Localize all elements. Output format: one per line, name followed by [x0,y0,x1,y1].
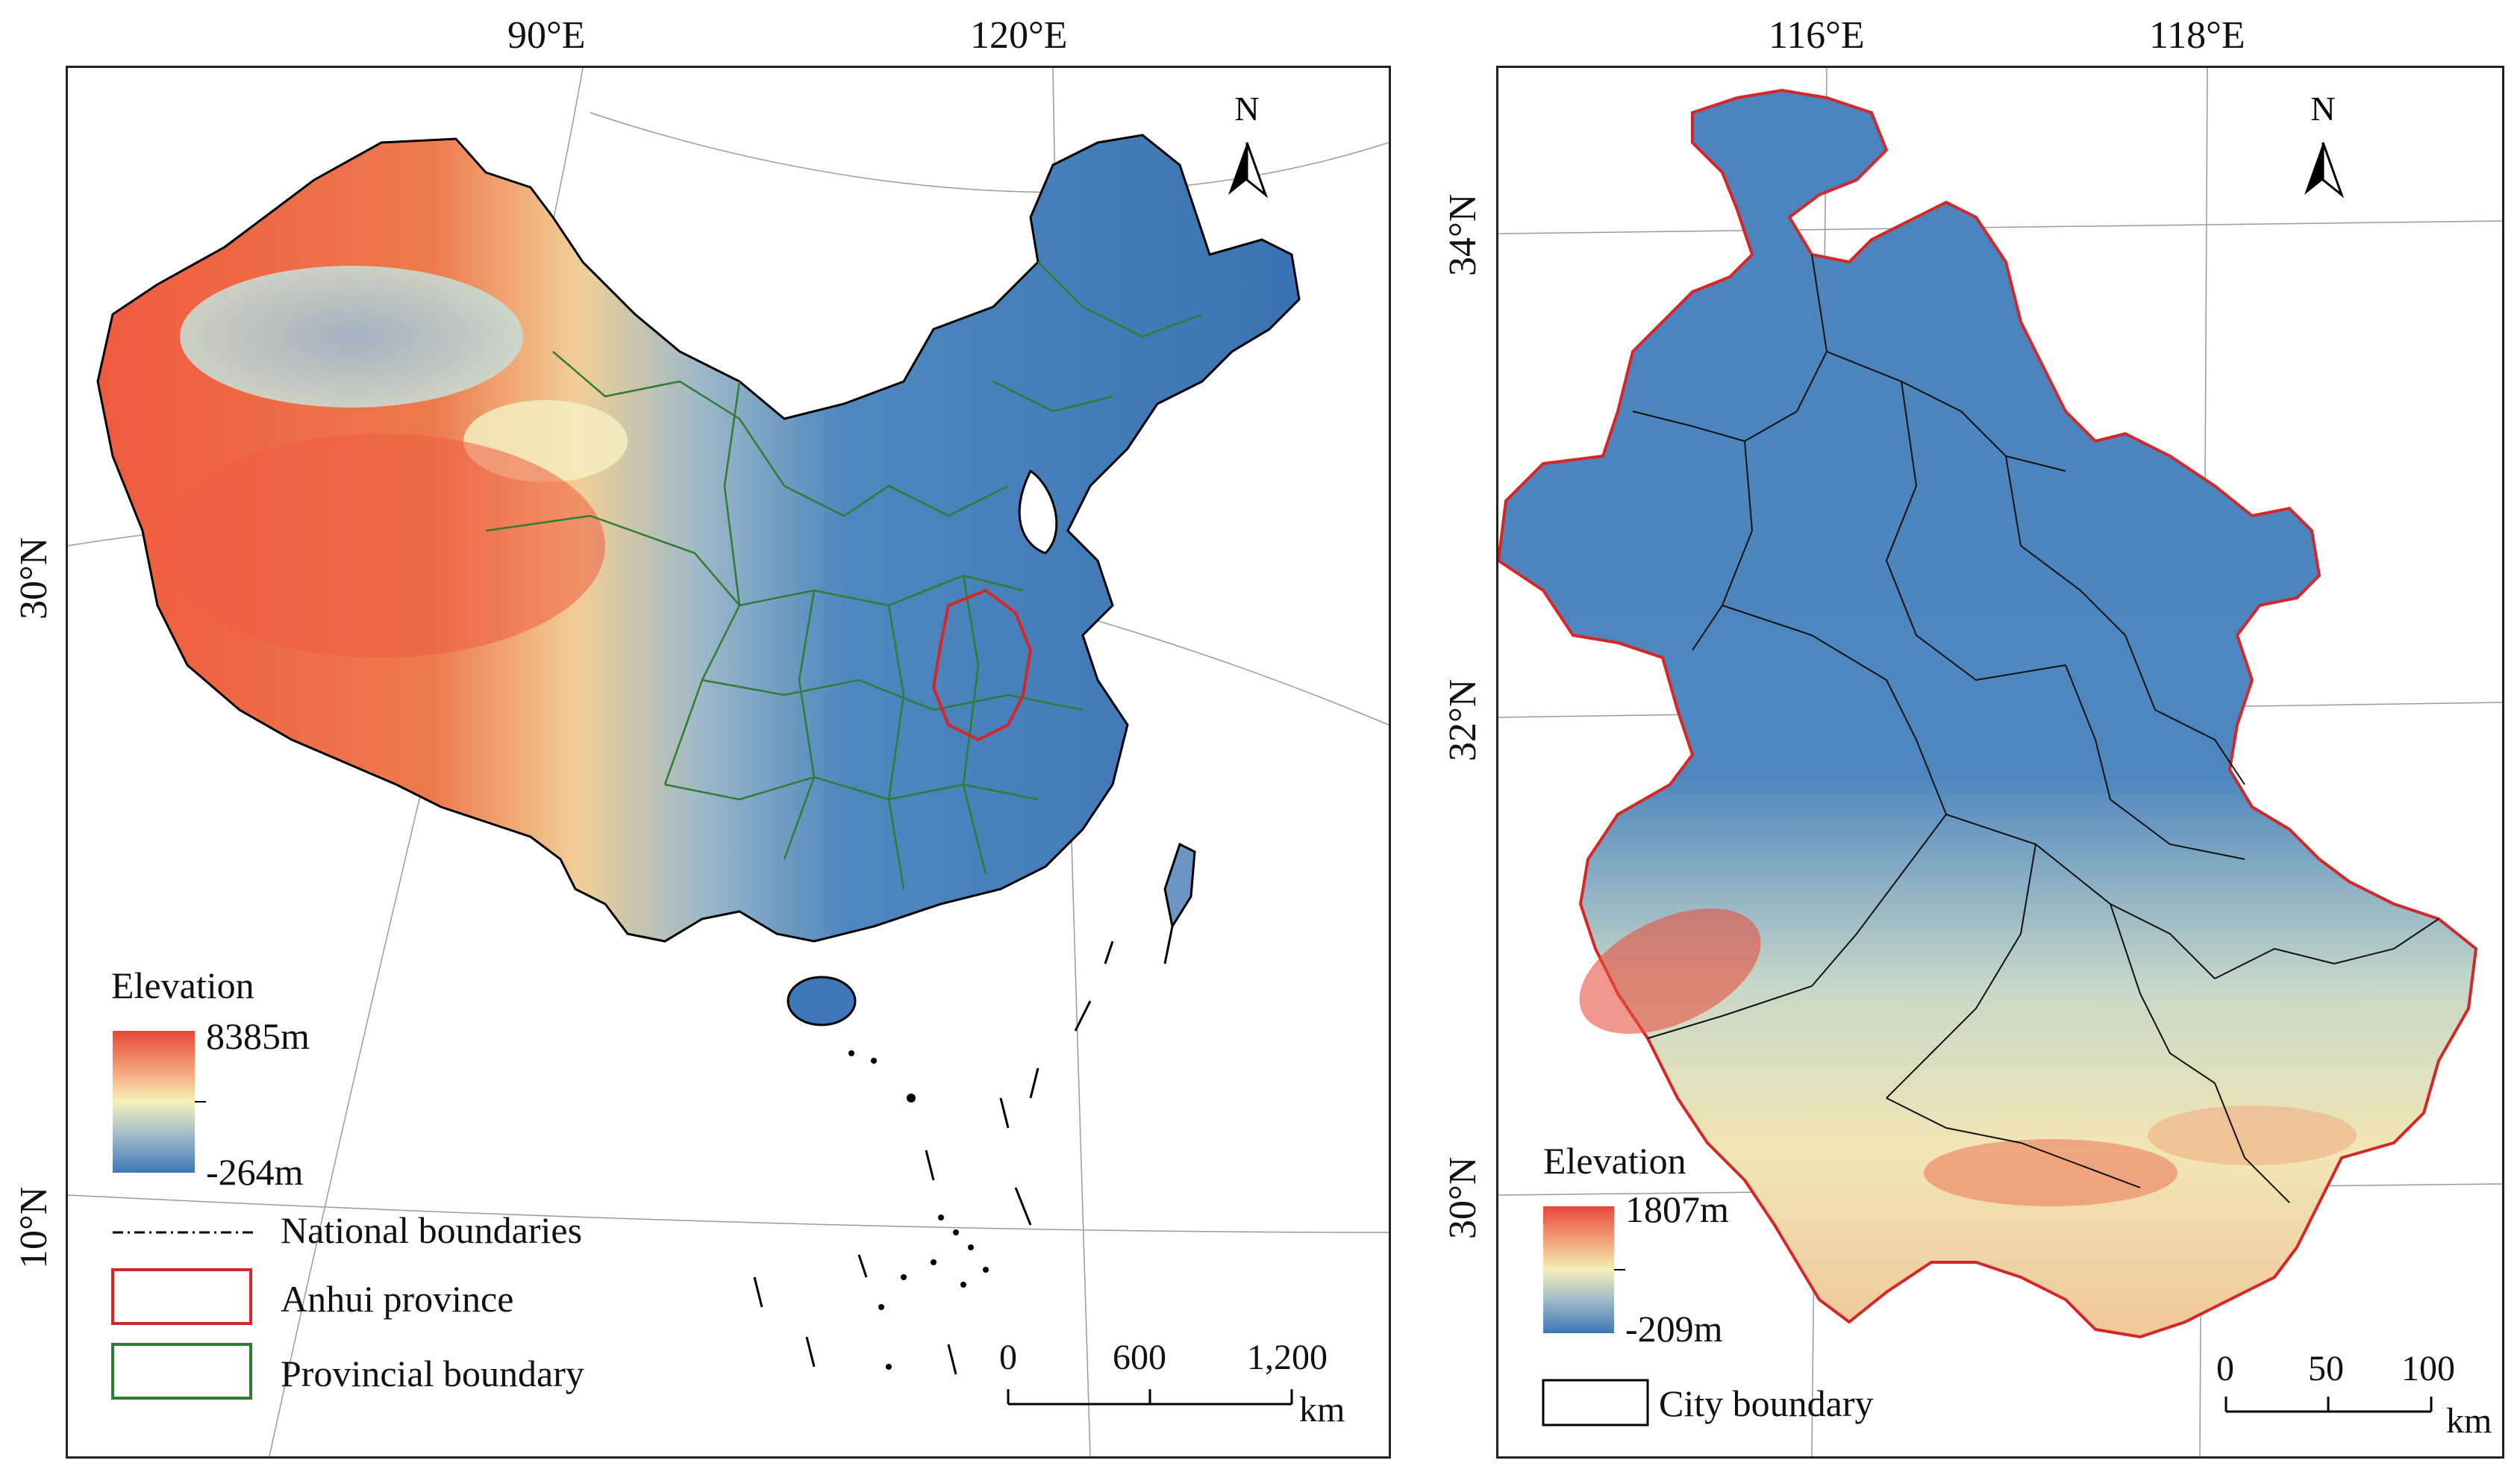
lon-label-118e: 118°E [2149,14,2245,57]
scale-unit: km [1299,1390,1345,1429]
china-map-svg: N [68,68,1389,1456]
north-arrow-icon [2304,142,2345,199]
provincial-boundaries [485,261,1203,890]
legend-item-city: City boundary [1659,1382,1874,1424]
scale-unit: km [2446,1401,2492,1441]
lat-label-30n: 30°N [13,537,55,620]
scale-tick-2: 100 [2401,1349,2455,1388]
lon-label-120e: 120°E [970,14,1068,57]
legend-title: Elevation [1543,1140,1686,1182]
north-label: N [2310,90,2335,128]
north-label: N [1234,90,1259,128]
city-boundaries [1632,254,2439,1203]
north-arrow-icon [1228,142,1269,199]
anhui-elevation-map: N Elevation 1807m -209m City boundary 0 … [1496,66,2504,1459]
city-boundary-symbol [1542,1379,1649,1426]
lon-label-90e: 90°E [507,14,586,57]
scale-tick-0: 0 [999,1338,1017,1377]
legend-max: 8385m [206,1015,310,1057]
scale-tick-1: 600 [1113,1338,1166,1377]
scale-bar [2224,1397,2433,1413]
anhui-map-svg: N [1498,68,2502,1456]
legend-item-national: National boundaries [281,1209,583,1251]
south-china-sea-dots [848,1050,989,1370]
lon-label-116e: 116°E [1769,14,1865,57]
scale-bar [1007,1389,1293,1406]
anhui-outline [931,588,1033,742]
legend-min: -264m [206,1151,304,1193]
legend-item-anhui: Anhui province [281,1278,514,1320]
elevation-color-bar [1543,1206,1614,1333]
anhui-landmass [1498,88,2478,1339]
dabie-mountains [1579,908,1761,1034]
legend-title: Elevation [111,964,254,1006]
provincial-symbol [111,1343,252,1400]
south-china-sea-islands [753,926,1174,1375]
lat-label-10n: 10°N [13,1186,55,1269]
lat-label-32n: 32°N [1442,679,1484,761]
legend-max: 1807m [1625,1188,1729,1230]
legend-item-provincial: Provincial boundary [281,1353,584,1394]
scale-tick-0: 0 [2216,1349,2234,1388]
china-elevation-map: N Elevation 8385m -264m National boundar… [66,66,1391,1459]
lat-label-34n: 34°N [1442,193,1484,276]
scale-tick-2: 1,200 [1247,1338,1328,1377]
anhui-symbol [111,1268,252,1325]
scale-tick-1: 50 [2308,1349,2344,1388]
legend-min: -209m [1625,1308,1723,1350]
elevation-color-bar [113,1031,195,1173]
lat-label-30n: 30°N [1442,1156,1484,1239]
china-landmass [96,134,1301,1026]
